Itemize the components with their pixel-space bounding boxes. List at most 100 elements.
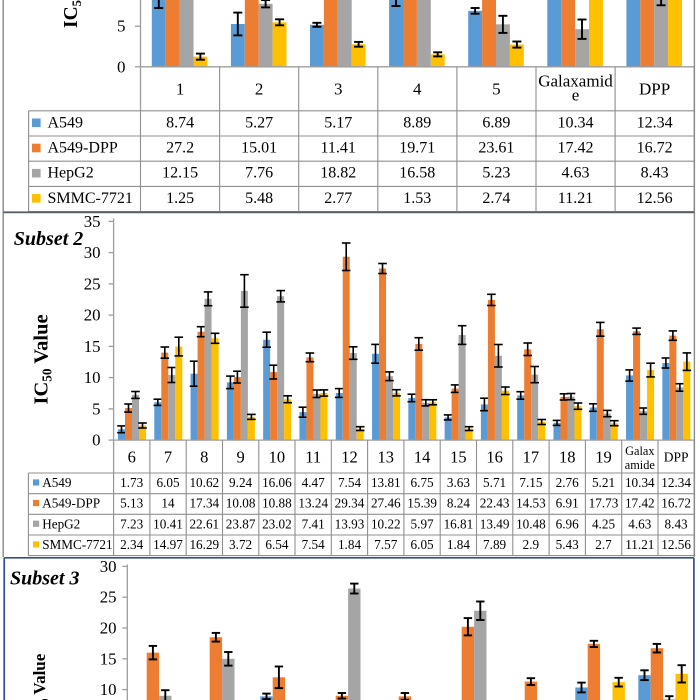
svg-text:0: 0 <box>117 57 126 76</box>
svg-text:2.77: 2.77 <box>324 190 352 207</box>
svg-text:SMMC-7721: SMMC-7721 <box>42 537 112 552</box>
svg-text:13.49: 13.49 <box>480 516 510 531</box>
svg-text:6.96: 6.96 <box>556 516 579 531</box>
svg-text:4.63: 4.63 <box>628 516 651 531</box>
svg-text:1.73: 1.73 <box>120 475 143 490</box>
svg-text:22.43: 22.43 <box>480 496 510 511</box>
svg-text:7.54: 7.54 <box>302 537 325 552</box>
svg-text:5.43: 5.43 <box>556 537 579 552</box>
svg-text:10: 10 <box>100 680 117 699</box>
svg-text:10.08: 10.08 <box>226 496 256 511</box>
svg-text:8.74: 8.74 <box>166 114 194 131</box>
svg-text:11.21: 11.21 <box>625 537 654 552</box>
svg-text:16: 16 <box>486 448 503 467</box>
svg-text:16.72: 16.72 <box>637 140 673 157</box>
svg-text:11.21: 11.21 <box>558 190 593 207</box>
svg-text:30: 30 <box>84 243 101 262</box>
svg-text:10.22: 10.22 <box>371 516 401 531</box>
svg-text:4.63: 4.63 <box>562 165 590 182</box>
svg-text:Galax: Galax <box>625 444 654 458</box>
svg-text:5.13: 5.13 <box>120 496 143 511</box>
svg-text:16.72: 16.72 <box>661 496 691 511</box>
svg-text:16.81: 16.81 <box>444 516 474 531</box>
svg-text:14: 14 <box>161 496 175 511</box>
svg-text:5.23: 5.23 <box>482 165 510 182</box>
svg-text:13.93: 13.93 <box>335 516 365 531</box>
svg-text:HepG2: HepG2 <box>48 165 94 182</box>
svg-text:14: 14 <box>414 448 431 467</box>
svg-text:2.9: 2.9 <box>523 537 540 552</box>
svg-text:Galaxamid: Galaxamid <box>538 71 613 90</box>
svg-text:15: 15 <box>450 448 467 467</box>
svg-text:25: 25 <box>100 588 117 607</box>
svg-text:23.02: 23.02 <box>262 516 292 531</box>
svg-text:15: 15 <box>84 337 101 356</box>
svg-text:7.76: 7.76 <box>245 165 273 182</box>
svg-text:4: 4 <box>413 80 422 99</box>
svg-text:5.17: 5.17 <box>324 114 352 131</box>
svg-text:22.61: 22.61 <box>189 516 219 531</box>
svg-text:14.53: 14.53 <box>516 496 546 511</box>
svg-text:6.91: 6.91 <box>556 496 579 511</box>
svg-text:5.21: 5.21 <box>592 475 615 490</box>
svg-text:A549-DPP: A549-DPP <box>48 140 118 157</box>
svg-text:6.05: 6.05 <box>156 475 179 490</box>
svg-text:20: 20 <box>84 306 101 325</box>
svg-text:IC50 Value: IC50 Value <box>30 314 54 404</box>
svg-text:5: 5 <box>492 80 501 99</box>
svg-text:7.89: 7.89 <box>483 537 506 552</box>
svg-text:10.41: 10.41 <box>153 516 183 531</box>
svg-text:3.63: 3.63 <box>447 475 470 490</box>
svg-text:e: e <box>572 86 580 105</box>
svg-text:6.75: 6.75 <box>411 475 434 490</box>
svg-text:20: 20 <box>100 619 117 638</box>
svg-text:1.53: 1.53 <box>403 190 431 207</box>
svg-text:4.25: 4.25 <box>592 516 615 531</box>
svg-text:30: 30 <box>100 557 117 576</box>
svg-text:19: 19 <box>595 448 612 467</box>
svg-text:DPP: DPP <box>639 80 670 99</box>
svg-text:10: 10 <box>269 448 286 467</box>
svg-text:1.84: 1.84 <box>447 537 470 552</box>
svg-text:5.27: 5.27 <box>245 114 273 131</box>
svg-text:25: 25 <box>84 274 101 293</box>
svg-text:8: 8 <box>200 448 208 467</box>
svg-text:5: 5 <box>117 17 126 36</box>
svg-text:8.24: 8.24 <box>447 496 470 511</box>
svg-text:DPP: DPP <box>664 450 689 465</box>
svg-text:18.82: 18.82 <box>320 165 356 182</box>
svg-text:1.84: 1.84 <box>338 537 361 552</box>
svg-text:27.46: 27.46 <box>371 496 401 511</box>
svg-text:23.87: 23.87 <box>226 516 256 531</box>
svg-text:3.72: 3.72 <box>229 537 252 552</box>
svg-text:9.24: 9.24 <box>229 475 252 490</box>
svg-text:6.54: 6.54 <box>265 537 288 552</box>
svg-text:3: 3 <box>334 80 343 99</box>
svg-text:13: 13 <box>378 448 395 467</box>
svg-text:10.34: 10.34 <box>625 475 655 490</box>
svg-text:6.05: 6.05 <box>411 537 434 552</box>
svg-text:A549-DPP: A549-DPP <box>42 496 100 511</box>
svg-text:0: 0 <box>92 431 100 450</box>
svg-text:2.7: 2.7 <box>595 537 612 552</box>
svg-text:16.58: 16.58 <box>399 165 435 182</box>
svg-text:7: 7 <box>164 448 172 467</box>
svg-text:amide: amide <box>625 458 656 472</box>
svg-text:6.89: 6.89 <box>482 114 510 131</box>
svg-text:16.06: 16.06 <box>262 475 292 490</box>
svg-text:15: 15 <box>100 649 117 668</box>
svg-text:IC50 Value: IC50 Value <box>30 653 52 700</box>
svg-text:2: 2 <box>255 80 264 99</box>
svg-text:1.25: 1.25 <box>166 190 194 207</box>
svg-text:11: 11 <box>305 448 321 467</box>
svg-text:17.73: 17.73 <box>589 496 619 511</box>
svg-text:2.74: 2.74 <box>482 190 510 207</box>
svg-text:7.41: 7.41 <box>302 516 325 531</box>
svg-text:7.15: 7.15 <box>519 475 542 490</box>
svg-text:17.42: 17.42 <box>558 140 594 157</box>
svg-text:10.34: 10.34 <box>558 114 594 131</box>
svg-text:SMMC-7721: SMMC-7721 <box>48 190 133 207</box>
svg-text:12.34: 12.34 <box>637 114 673 131</box>
svg-text:12.15: 12.15 <box>162 165 198 182</box>
svg-text:10: 10 <box>84 368 101 387</box>
